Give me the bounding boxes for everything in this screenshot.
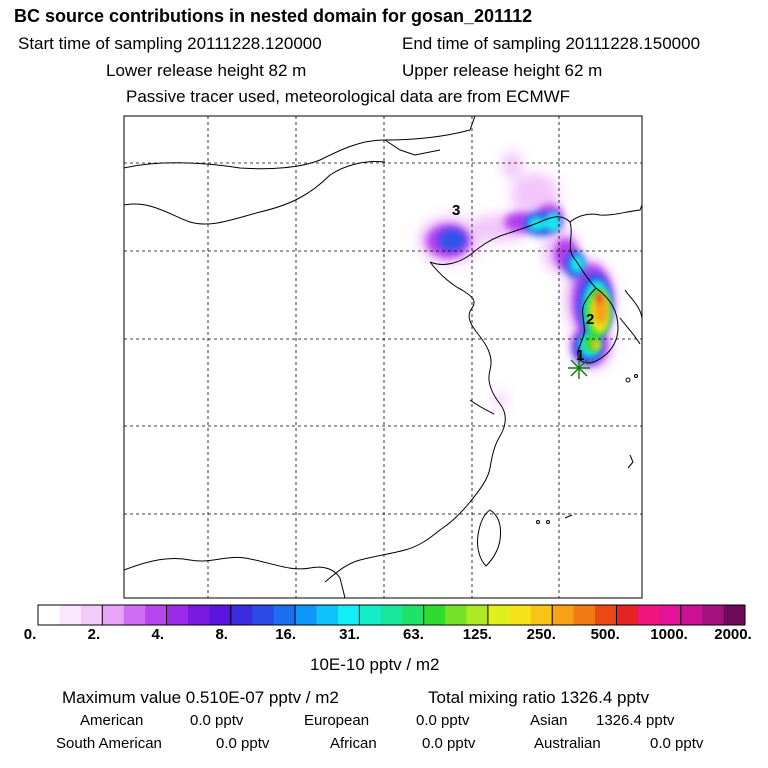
color-scale-tick-label: 1000. bbox=[650, 626, 688, 643]
color-swatch bbox=[616, 605, 639, 625]
island bbox=[536, 520, 540, 524]
marker-label-1: 1 bbox=[576, 347, 584, 364]
african-value: 0.0 pptv bbox=[422, 735, 476, 752]
unit-label: 10E-10 pptv / m2 bbox=[310, 655, 440, 674]
border-line bbox=[124, 116, 476, 170]
asian-value: 1326.4 pptv bbox=[596, 712, 675, 729]
color-swatch bbox=[423, 605, 446, 625]
island bbox=[546, 520, 550, 524]
color-swatch bbox=[680, 605, 703, 625]
color-swatch bbox=[595, 605, 617, 625]
color-swatch bbox=[380, 605, 403, 625]
european-label: European bbox=[304, 712, 370, 729]
color-swatch bbox=[59, 605, 82, 625]
color-swatch bbox=[573, 605, 596, 625]
color-swatch bbox=[102, 605, 125, 625]
color-swatch bbox=[637, 605, 660, 625]
receptor-star-icon bbox=[568, 357, 590, 379]
plume-layer bbox=[418, 151, 616, 408]
lower-height-text: Lower release height 82 m bbox=[106, 61, 307, 80]
border-line bbox=[124, 556, 346, 598]
color-swatch bbox=[166, 605, 189, 625]
color-swatch bbox=[80, 605, 103, 625]
island bbox=[564, 514, 573, 519]
australian-label: Australian bbox=[534, 735, 601, 752]
european-value: 0.0 pptv bbox=[416, 712, 470, 729]
coastline bbox=[429, 261, 501, 405]
map-frame bbox=[123, 115, 643, 599]
coastline bbox=[324, 403, 506, 583]
island bbox=[627, 454, 634, 469]
color-swatch bbox=[123, 605, 146, 625]
american-value: 0.0 pptv bbox=[190, 712, 244, 729]
color-swatch bbox=[723, 605, 746, 625]
max-value-text: Maximum value 0.510E-07 pptv / m2 bbox=[62, 688, 339, 707]
color-swatch bbox=[659, 605, 682, 625]
island bbox=[625, 377, 631, 383]
coastline bbox=[469, 399, 495, 415]
color-swatch bbox=[509, 605, 532, 625]
color-swatch bbox=[38, 605, 60, 625]
south-american-value: 0.0 pptv bbox=[216, 735, 270, 752]
border-line bbox=[569, 204, 642, 223]
color-swatch bbox=[445, 605, 467, 625]
plume-core bbox=[590, 291, 610, 350]
american-label: American bbox=[80, 712, 144, 729]
coastline-layer bbox=[124, 116, 642, 598]
color-scale-tick-label: 2. bbox=[87, 626, 101, 643]
start-time-text: Start time of sampling 20111228.120000 bbox=[18, 34, 322, 53]
marker-label-2: 2 bbox=[586, 311, 594, 328]
color-scale-tick-label: 500. bbox=[590, 626, 620, 643]
color-swatch bbox=[316, 605, 339, 625]
color-swatch bbox=[402, 605, 425, 625]
total-mixing-text: Total mixing ratio 1326.4 pptv bbox=[428, 688, 650, 707]
color-scale-tick-label: 0. bbox=[23, 626, 37, 643]
border-line bbox=[384, 139, 441, 156]
color-swatch bbox=[230, 605, 253, 625]
color-swatch bbox=[295, 605, 317, 625]
coastline bbox=[619, 317, 641, 345]
color-swatch bbox=[209, 605, 232, 625]
coastline bbox=[624, 289, 642, 319]
tracer-note-text: Passive tracer used, meteorological data… bbox=[126, 87, 571, 106]
color-scale-tick-label: 63. bbox=[403, 626, 424, 643]
asian-label: Asian bbox=[530, 712, 568, 729]
color-scale-tick-label: 31. bbox=[339, 626, 360, 643]
color-swatch bbox=[187, 605, 210, 625]
color-scale-tick-label: 16. bbox=[275, 626, 297, 643]
korea-coast bbox=[577, 287, 619, 364]
color-swatch bbox=[145, 605, 167, 625]
color-swatch bbox=[552, 605, 574, 625]
color-swatch bbox=[359, 605, 382, 625]
coastline bbox=[429, 216, 571, 265]
island bbox=[634, 374, 638, 378]
color-swatch bbox=[530, 605, 553, 625]
color-scale-bar bbox=[37, 604, 746, 626]
australian-value: 0.0 pptv bbox=[650, 735, 704, 752]
marker-label-3: 3 bbox=[452, 202, 460, 219]
color-swatch bbox=[337, 605, 360, 625]
color-scale-tick-label: 4. bbox=[151, 626, 165, 643]
chart-title: BC source contributions in nested domain… bbox=[14, 6, 533, 26]
color-swatch bbox=[466, 605, 489, 625]
grid-layer bbox=[124, 116, 642, 598]
border-line bbox=[124, 161, 386, 225]
color-swatch bbox=[487, 605, 510, 625]
color-scale-tick-label: 125. bbox=[462, 626, 492, 643]
color-scale-tick-label: 2000. bbox=[714, 626, 752, 643]
color-swatch bbox=[252, 605, 275, 625]
color-scale-tick-label: 8. bbox=[215, 626, 228, 643]
end-time-text: End time of sampling 20111228.150000 bbox=[402, 34, 701, 53]
taiwan-coast bbox=[477, 509, 501, 567]
color-swatch bbox=[273, 605, 296, 625]
border-line bbox=[569, 221, 597, 289]
south-american-label: South American bbox=[56, 735, 162, 752]
color-swatch bbox=[702, 605, 724, 625]
color-scale-tick-label: 250. bbox=[526, 626, 556, 643]
african-label: African bbox=[330, 735, 377, 752]
color-bar-frame bbox=[37, 604, 746, 626]
upper-height-text: Upper release height 62 m bbox=[402, 61, 603, 80]
